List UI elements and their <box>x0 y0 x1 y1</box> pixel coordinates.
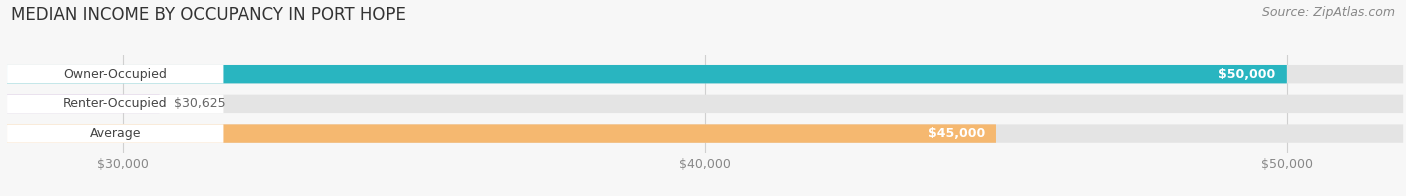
Text: Renter-Occupied: Renter-Occupied <box>63 97 167 110</box>
FancyBboxPatch shape <box>7 124 995 143</box>
Text: $30,625: $30,625 <box>174 97 225 110</box>
Text: MEDIAN INCOME BY OCCUPANCY IN PORT HOPE: MEDIAN INCOME BY OCCUPANCY IN PORT HOPE <box>11 6 406 24</box>
FancyBboxPatch shape <box>7 95 160 113</box>
Text: Owner-Occupied: Owner-Occupied <box>63 68 167 81</box>
Text: Source: ZipAtlas.com: Source: ZipAtlas.com <box>1261 6 1395 19</box>
FancyBboxPatch shape <box>7 65 1286 83</box>
FancyBboxPatch shape <box>7 124 224 143</box>
Text: $45,000: $45,000 <box>928 127 984 140</box>
FancyBboxPatch shape <box>7 124 1403 143</box>
FancyBboxPatch shape <box>7 65 1403 83</box>
FancyBboxPatch shape <box>7 65 224 83</box>
FancyBboxPatch shape <box>7 95 1403 113</box>
Text: Average: Average <box>90 127 141 140</box>
Text: $50,000: $50,000 <box>1219 68 1275 81</box>
FancyBboxPatch shape <box>7 95 224 113</box>
